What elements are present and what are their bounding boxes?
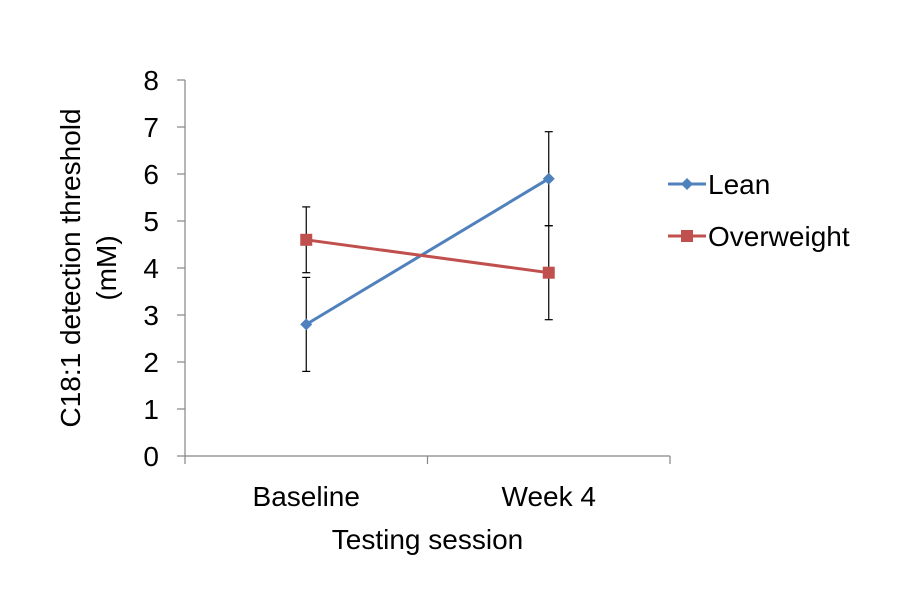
x-tick-label: Week 4 — [502, 481, 596, 512]
y-axis-title-line: C18:1 detection threshold — [55, 108, 86, 427]
data-point — [542, 172, 555, 185]
y-tick-label: 0 — [143, 441, 159, 472]
legend-marker — [681, 178, 693, 190]
axes: 0 1 2 3 4 5 6 7 8 Baseline Week 4 Testing session C1… — [55, 65, 671, 555]
x-axis-title: Testing session — [332, 524, 523, 555]
x-tick-label: Baseline — [253, 481, 360, 512]
series-line — [306, 238, 549, 275]
y-tick-label: 8 — [143, 65, 159, 96]
series-overweight — [300, 206, 555, 321]
series-line — [305, 177, 550, 326]
data-point — [300, 233, 313, 246]
y-tick-label: 7 — [143, 112, 159, 143]
legend-label: Overweight — [708, 221, 850, 252]
data-point — [300, 318, 313, 331]
legend: Lean Overweight — [668, 169, 850, 252]
legend-label: Lean — [708, 169, 770, 200]
y-tick-label: 1 — [143, 394, 159, 425]
y-tick-label: 5 — [143, 206, 159, 237]
y-tick-label: 2 — [143, 347, 159, 378]
legend-marker — [681, 230, 693, 242]
data-point — [542, 266, 555, 279]
legend-item-overweight: Overweight — [668, 221, 850, 252]
series-layer — [300, 131, 555, 372]
y-axis-title: C18:1 detection threshold (mM) — [55, 108, 122, 427]
legend-item-lean: Lean — [668, 169, 770, 200]
y-axis-title-line: (mM) — [91, 235, 122, 300]
series-lean — [300, 131, 555, 372]
y-tick-label: 3 — [143, 300, 159, 331]
y-tick-label: 4 — [143, 253, 159, 284]
y-tick-label: 6 — [143, 159, 159, 190]
